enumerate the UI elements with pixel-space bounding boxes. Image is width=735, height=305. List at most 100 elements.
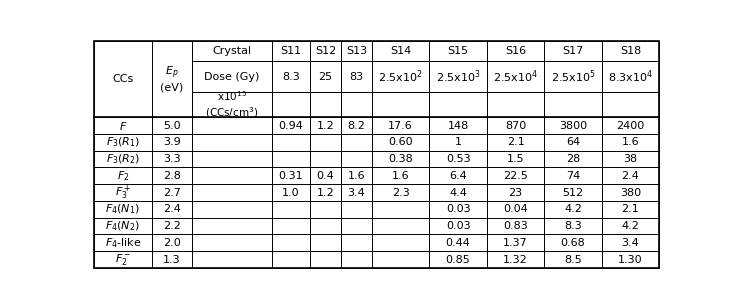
Text: 2.8: 2.8 — [163, 171, 181, 181]
Text: 0.68: 0.68 — [561, 238, 585, 248]
Bar — [602, 92, 659, 117]
Bar — [602, 201, 659, 218]
Bar — [151, 151, 192, 167]
Text: 4.4: 4.4 — [449, 188, 467, 198]
Bar — [94, 41, 151, 117]
Text: 2.5x10$^{3}$: 2.5x10$^{3}$ — [436, 68, 481, 85]
Text: 3.3: 3.3 — [163, 154, 181, 164]
Text: $F_3(R_1)$: $F_3(R_1)$ — [106, 135, 140, 149]
Text: 0.03: 0.03 — [446, 221, 470, 231]
Bar — [341, 184, 372, 201]
Bar — [341, 218, 372, 235]
Text: 8.3: 8.3 — [564, 221, 582, 231]
Bar — [94, 251, 151, 268]
Text: 0.44: 0.44 — [445, 238, 470, 248]
Bar — [602, 167, 659, 184]
Bar — [602, 117, 659, 134]
Text: 1.5: 1.5 — [506, 154, 524, 164]
Bar — [94, 218, 151, 235]
Bar — [310, 151, 341, 167]
Bar — [272, 151, 310, 167]
Bar — [151, 201, 192, 218]
Bar — [429, 167, 487, 184]
Bar — [602, 251, 659, 268]
Bar — [429, 134, 487, 151]
Text: 0.4: 0.4 — [317, 171, 334, 181]
Text: 0.85: 0.85 — [445, 255, 470, 264]
Text: $F_4$-like: $F_4$-like — [104, 236, 141, 250]
Text: $F_3(R_2)$: $F_3(R_2)$ — [106, 152, 140, 166]
Bar — [272, 184, 310, 201]
Bar — [372, 251, 429, 268]
Bar — [310, 184, 341, 201]
Text: 3.4: 3.4 — [348, 188, 365, 198]
Text: 0.94: 0.94 — [279, 120, 304, 131]
Bar — [310, 167, 341, 184]
Bar — [429, 218, 487, 235]
Text: S13: S13 — [346, 46, 367, 56]
Text: $F_2^-$: $F_2^-$ — [115, 252, 131, 267]
Text: 28: 28 — [566, 154, 580, 164]
Text: S18: S18 — [620, 46, 641, 56]
Bar — [372, 167, 429, 184]
Bar — [151, 41, 192, 61]
Text: 1.32: 1.32 — [503, 255, 528, 264]
Bar — [341, 251, 372, 268]
Bar — [151, 134, 192, 151]
Bar — [94, 41, 151, 117]
Bar — [487, 134, 545, 151]
Text: 5.0: 5.0 — [163, 120, 181, 131]
Bar — [487, 201, 545, 218]
Bar — [341, 235, 372, 251]
Text: 8.3: 8.3 — [282, 72, 300, 82]
Text: $F_2$: $F_2$ — [117, 169, 129, 183]
Text: 870: 870 — [505, 120, 526, 131]
Text: 2400: 2400 — [617, 120, 645, 131]
Bar — [545, 41, 602, 61]
Bar — [272, 41, 310, 61]
Bar — [429, 201, 487, 218]
Text: 25: 25 — [318, 72, 332, 82]
Text: 23: 23 — [509, 188, 523, 198]
Text: 2.0: 2.0 — [163, 238, 181, 248]
Text: 380: 380 — [620, 188, 641, 198]
Bar — [487, 41, 545, 61]
Bar — [487, 184, 545, 201]
Text: 3800: 3800 — [559, 120, 587, 131]
Text: 2.3: 2.3 — [392, 188, 409, 198]
Text: 6.4: 6.4 — [449, 171, 467, 181]
Bar — [272, 167, 310, 184]
Bar — [372, 184, 429, 201]
Bar — [372, 92, 429, 117]
Text: Crystal: Crystal — [212, 46, 251, 56]
Bar — [545, 235, 602, 251]
Bar — [192, 151, 272, 167]
Bar — [341, 134, 372, 151]
Text: 17.6: 17.6 — [388, 120, 413, 131]
Text: 0.53: 0.53 — [446, 154, 470, 164]
Text: x10$^{15}$
(CCs/cm$^3$): x10$^{15}$ (CCs/cm$^3$) — [205, 89, 259, 120]
Bar — [545, 218, 602, 235]
Bar — [545, 61, 602, 92]
Text: 8.5: 8.5 — [564, 255, 582, 264]
Text: $E_p$
(eV): $E_p$ (eV) — [160, 65, 184, 93]
Bar — [545, 117, 602, 134]
Text: 2.5x10$^{2}$: 2.5x10$^{2}$ — [379, 68, 423, 85]
Text: 3.9: 3.9 — [163, 137, 181, 147]
Bar — [272, 251, 310, 268]
Bar — [272, 117, 310, 134]
Bar — [151, 235, 192, 251]
Text: 4.2: 4.2 — [622, 221, 639, 231]
Bar — [151, 218, 192, 235]
Bar — [94, 134, 151, 151]
Bar — [151, 41, 192, 117]
Bar — [272, 235, 310, 251]
Bar — [545, 167, 602, 184]
Bar — [487, 235, 545, 251]
Bar — [192, 201, 272, 218]
Text: 38: 38 — [623, 154, 637, 164]
Bar — [310, 218, 341, 235]
Bar — [192, 41, 272, 61]
Bar — [310, 41, 341, 61]
Bar — [341, 117, 372, 134]
